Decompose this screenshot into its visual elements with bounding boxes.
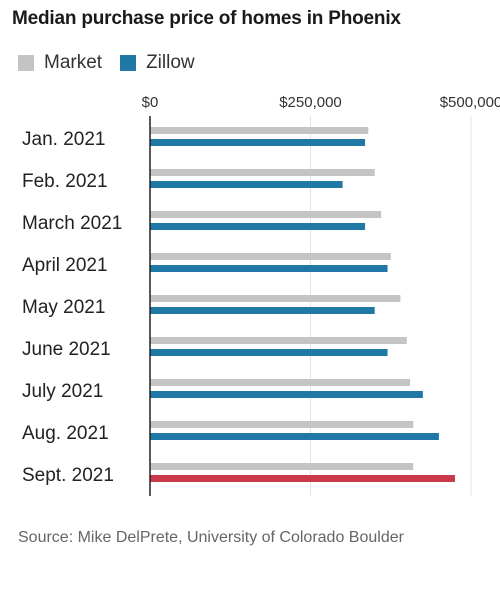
bar-zillow — [150, 349, 388, 356]
category-label: July 2021 — [22, 381, 103, 402]
bar-market — [150, 295, 401, 302]
legend-swatch-market — [18, 55, 34, 71]
legend-label-zillow: Zillow — [146, 52, 195, 73]
legend-swatch-zillow — [120, 55, 137, 71]
bar-zillow-highlight — [150, 475, 455, 482]
bar-zillow — [150, 307, 375, 314]
bar-zillow — [150, 391, 423, 398]
bar-zillow — [150, 265, 388, 272]
category-label: May 2021 — [22, 297, 105, 318]
legend-item-market: Market — [18, 52, 102, 74]
legend-item-zillow: Zillow — [120, 52, 195, 74]
category-label: March 2021 — [22, 213, 122, 234]
chart-title: Median purchase price of homes in Phoeni… — [12, 8, 401, 29]
bar-market — [150, 421, 414, 428]
bar-zillow — [150, 181, 343, 188]
category-label: April 2021 — [22, 255, 108, 276]
category-label: Feb. 2021 — [22, 171, 108, 192]
chart-legend: Market Zillow — [18, 52, 213, 74]
x-tick-label: $500,000 — [440, 94, 500, 111]
legend-label-market: Market — [44, 52, 103, 73]
x-tick-label: $0 — [142, 94, 159, 111]
source-note: Source: Mike DelPrete, University of Col… — [18, 529, 404, 546]
category-label: June 2021 — [22, 339, 111, 360]
category-label: Jan. 2021 — [22, 129, 105, 150]
category-label: Aug. 2021 — [22, 423, 109, 444]
bar-zillow — [150, 433, 439, 440]
bar-market — [150, 379, 411, 386]
bar-market — [150, 337, 407, 344]
bar-market — [150, 169, 375, 176]
bar-market — [150, 127, 369, 134]
bar-zillow — [150, 223, 366, 230]
x-tick-label: $250,000 — [279, 94, 342, 111]
bar-zillow — [150, 139, 366, 146]
bar-market — [150, 253, 391, 260]
bar-market — [150, 211, 382, 218]
category-label: Sept. 2021 — [22, 465, 114, 486]
bar-market — [150, 463, 414, 470]
